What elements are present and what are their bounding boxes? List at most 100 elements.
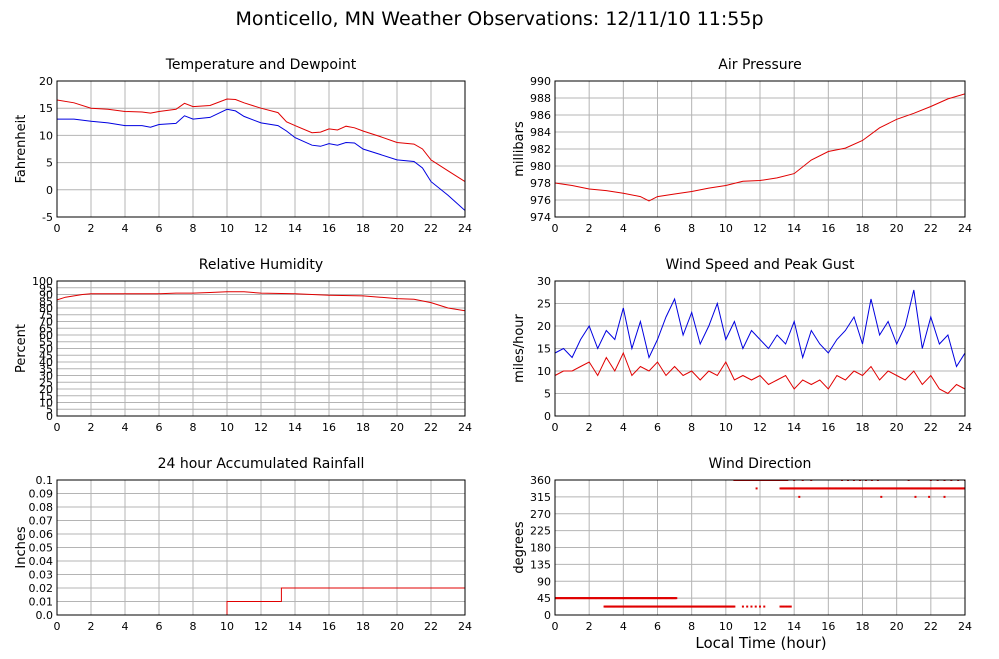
series-line-2 — [57, 108, 465, 211]
x-tick-label: 8 — [688, 421, 695, 434]
series-line-1 — [57, 98, 465, 183]
x-tick-label: 22 — [924, 620, 938, 633]
y-tick-label: 90 — [537, 575, 551, 588]
x-tick-label: 8 — [190, 421, 197, 434]
x-tick-label: 6 — [156, 620, 163, 633]
x-tick-label: 20 — [390, 222, 404, 235]
y-tick-label: 50 — [39, 343, 53, 356]
x-tick-label: 12 — [254, 421, 268, 434]
scatter-point — [754, 605, 757, 608]
scatter-point — [880, 495, 883, 498]
x-tick-label: 18 — [856, 421, 870, 434]
plot-frame — [56, 80, 466, 218]
scatter-point — [763, 605, 766, 608]
y-tick-label: 45 — [537, 592, 551, 605]
y-tick-label: 0.02 — [29, 582, 54, 595]
y-tick-label: 0.1 — [36, 474, 54, 487]
y-tick-label: 20 — [537, 320, 551, 333]
y-tick-label: 315 — [530, 491, 551, 504]
y-tick-label: 988 — [530, 92, 551, 105]
plot-area — [555, 289, 965, 395]
y-tick-label: 984 — [530, 126, 551, 139]
y-tick-label: 20 — [39, 75, 53, 88]
x-tick-label: 24 — [458, 222, 472, 235]
x-tick-label: 18 — [356, 620, 370, 633]
x-tick-label: 10 — [220, 421, 234, 434]
y-tick-label: 180 — [530, 542, 551, 555]
y-tick-label: 5 — [46, 157, 53, 170]
y-tick-label: 0 — [544, 410, 551, 423]
series-line-1 — [57, 291, 465, 312]
y-tick-label: 225 — [530, 525, 551, 538]
y-tick-label: 90 — [39, 289, 53, 302]
y-tick-label: 978 — [530, 177, 551, 190]
y-axis-label: Percent — [14, 324, 29, 373]
scatter-point — [943, 495, 946, 498]
y-tick-label: 35 — [39, 363, 53, 376]
y-tick-label: 15 — [39, 102, 53, 115]
scatter-point — [675, 597, 678, 600]
x-tick-label: 18 — [856, 222, 870, 235]
x-tick-label: 20 — [390, 421, 404, 434]
x-tick-label: 22 — [924, 222, 938, 235]
plot-area — [57, 98, 465, 211]
y-axis-label: miles/hour — [512, 313, 527, 382]
x-tick-label: 16 — [821, 620, 835, 633]
plot-frame — [554, 280, 966, 417]
plot-frame — [56, 479, 466, 616]
series-line-2 — [555, 351, 965, 395]
scatter-point — [782, 605, 785, 608]
x-tick-label: 0 — [54, 222, 61, 235]
x-tick-label: 14 — [787, 620, 801, 633]
page-title: Monticello, MN Weather Observations: 12/… — [235, 8, 764, 30]
scatter-point — [789, 605, 792, 608]
x-tick-label: 2 — [586, 620, 593, 633]
y-tick-label: 270 — [530, 508, 551, 521]
x-tick-label: 6 — [156, 222, 163, 235]
scatter-point — [741, 605, 744, 608]
y-axis-label: millibars — [512, 121, 527, 177]
plot-frame — [56, 280, 466, 417]
x-tick-label: 22 — [424, 222, 438, 235]
x-tick-label: 0 — [54, 421, 61, 434]
y-tick-label: 990 — [530, 75, 551, 88]
x-tick-label: 12 — [753, 222, 767, 235]
x-tick-label: 22 — [424, 620, 438, 633]
y-axis-label: Fahrenheit — [14, 115, 29, 184]
y-tick-label: 0.07 — [29, 515, 54, 528]
x-tick-label: 6 — [654, 421, 661, 434]
scatter-point — [914, 495, 917, 498]
x-tick-label: 4 — [620, 620, 627, 633]
y-tick-label: 75 — [39, 309, 53, 322]
scatter-point — [784, 605, 787, 608]
x-tick-label: 0 — [552, 222, 559, 235]
scatter-point — [779, 605, 782, 608]
x-tick-label: 6 — [654, 222, 661, 235]
y-tick-label: 30 — [39, 370, 53, 383]
y-tick-label: 0.06 — [29, 528, 54, 541]
y-tick-label: 95 — [39, 282, 53, 295]
y-tick-label: 5 — [544, 388, 551, 401]
scatter-point — [928, 495, 931, 498]
y-tick-label: 45 — [39, 349, 53, 362]
y-axis-label: degrees — [512, 521, 527, 574]
plot-area — [57, 587, 465, 615]
x-tick-label: 4 — [122, 620, 129, 633]
x-tick-label: 8 — [688, 620, 695, 633]
y-tick-label: 55 — [39, 336, 53, 349]
x-tick-label: 0 — [54, 620, 61, 633]
y-tick-label: 15 — [537, 343, 551, 356]
chart-title: Relative Humidity — [199, 257, 323, 273]
plot-area — [555, 93, 965, 202]
chart-title: Wind Speed and Peak Gust — [666, 257, 855, 273]
x-tick-label: 4 — [122, 222, 129, 235]
y-tick-label: 986 — [530, 109, 551, 122]
x-tick-label: 0 — [552, 421, 559, 434]
x-tick-label: 2 — [88, 222, 95, 235]
y-tick-label: 0.03 — [29, 569, 54, 582]
x-tick-label: 24 — [958, 222, 972, 235]
